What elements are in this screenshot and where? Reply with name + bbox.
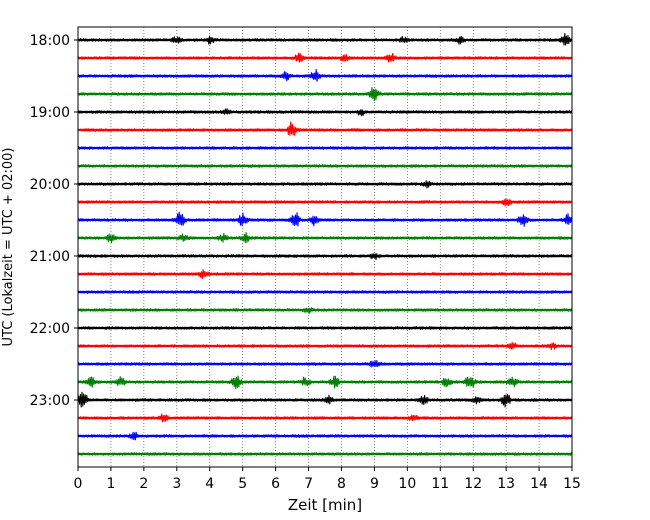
x-axis-ticks: 0 1 2 3 4 5 6 7 8 9 10 11 12 13 14 15 (74, 467, 581, 492)
x-tick-label: 6 (271, 476, 280, 492)
x-tick-label: 8 (337, 476, 346, 492)
x-tick-label: 13 (497, 476, 515, 492)
x-tick-label: 9 (370, 476, 379, 492)
x-tick-label: 0 (74, 476, 83, 492)
seismogram-traces (77, 33, 573, 456)
x-tick-label: 3 (172, 476, 181, 492)
x-tick-label: 15 (563, 476, 581, 492)
vertical-gridlines (110, 27, 540, 467)
trace-1915 (77, 121, 573, 137)
y-axis-label: UTC (Lokalzeit = UTC + 02:00) (1, 148, 16, 347)
plot-frame (77, 26, 573, 468)
x-tick-label: 5 (238, 476, 247, 492)
x-tick-label: 10 (398, 476, 416, 492)
y-tick-label: 21:00 (30, 249, 70, 265)
x-tick-label: 11 (431, 476, 449, 492)
x-tick-label: 12 (464, 476, 482, 492)
x-tick-label: 14 (530, 476, 548, 492)
y-tick-label: 18:00 (30, 33, 70, 49)
y-tick-label: 19:00 (30, 105, 70, 121)
x-tick-label: 7 (304, 476, 313, 492)
x-tick-label: 2 (139, 476, 148, 492)
y-tick-label: 23:00 (30, 393, 70, 409)
x-tick-label: 1 (106, 476, 115, 492)
y-tick-label: 22:00 (30, 321, 70, 337)
y-axis-ticks: 18:00 19:00 20:00 21:00 22:00 23:00 (30, 33, 78, 409)
x-axis-label: Zeit [min] (288, 496, 362, 514)
x-tick-label: 4 (205, 476, 214, 492)
y-tick-label: 20:00 (30, 177, 70, 193)
